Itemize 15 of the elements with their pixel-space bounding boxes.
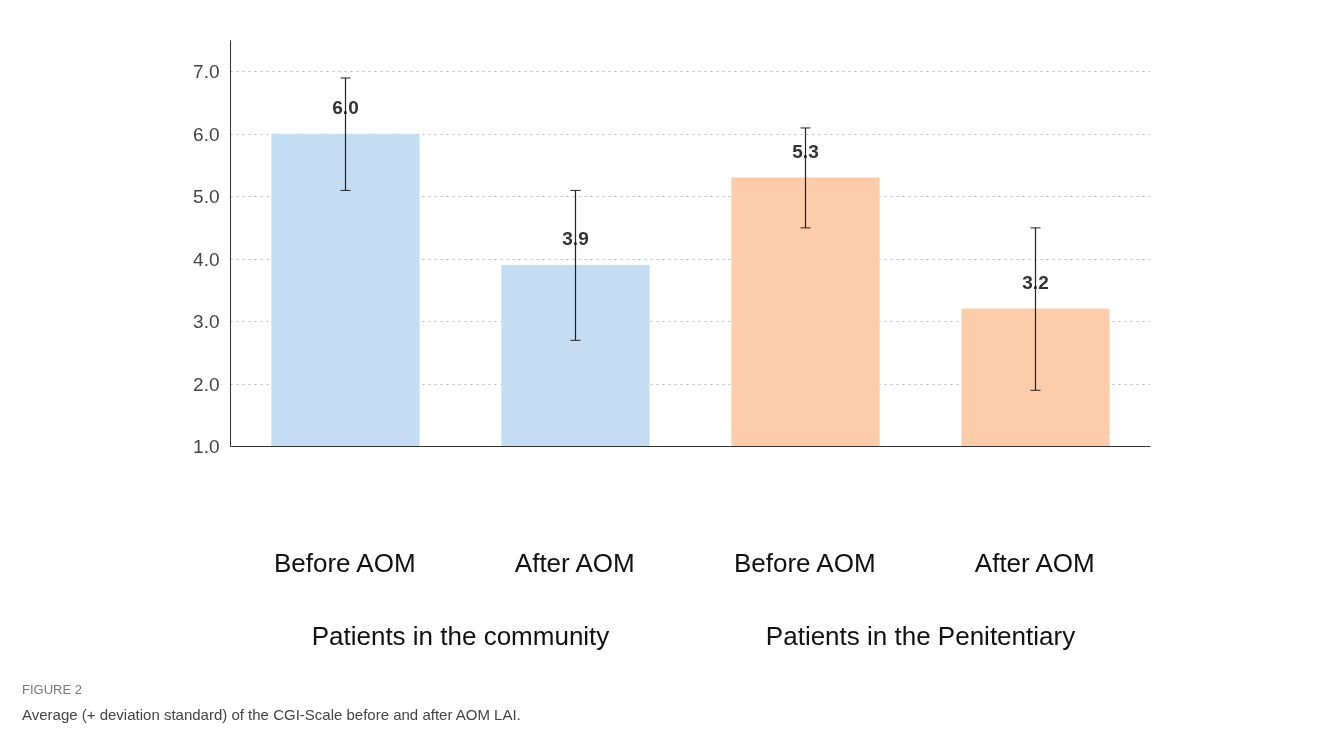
y-tick-label: 3.0 — [193, 311, 220, 333]
y-tick-label: 5.0 — [193, 186, 220, 208]
y-tick-label: 6.0 — [193, 123, 220, 145]
y-tick-label: 4.0 — [193, 248, 220, 270]
text: Patients in the community — [311, 621, 610, 651]
caption: FIGURE 2 — [22, 681, 83, 699]
y-tick-label: 2.0 — [193, 373, 220, 395]
text: Patients in the Penitentiary — [765, 621, 1076, 651]
x-tick-label: Before AOM — [273, 547, 416, 578]
x-tick-label: After AOM — [974, 547, 1095, 578]
y-tick-label: 7.0 — [193, 61, 220, 83]
text: Average (+ deviation standard) of the CGI-Scale before and after AOM LAI. — [22, 704, 521, 725]
x-tick-label: After AOM — [514, 547, 635, 578]
x-tick-label: Before AOM — [733, 547, 876, 578]
y-tick-label: 1.0 — [193, 436, 220, 457]
